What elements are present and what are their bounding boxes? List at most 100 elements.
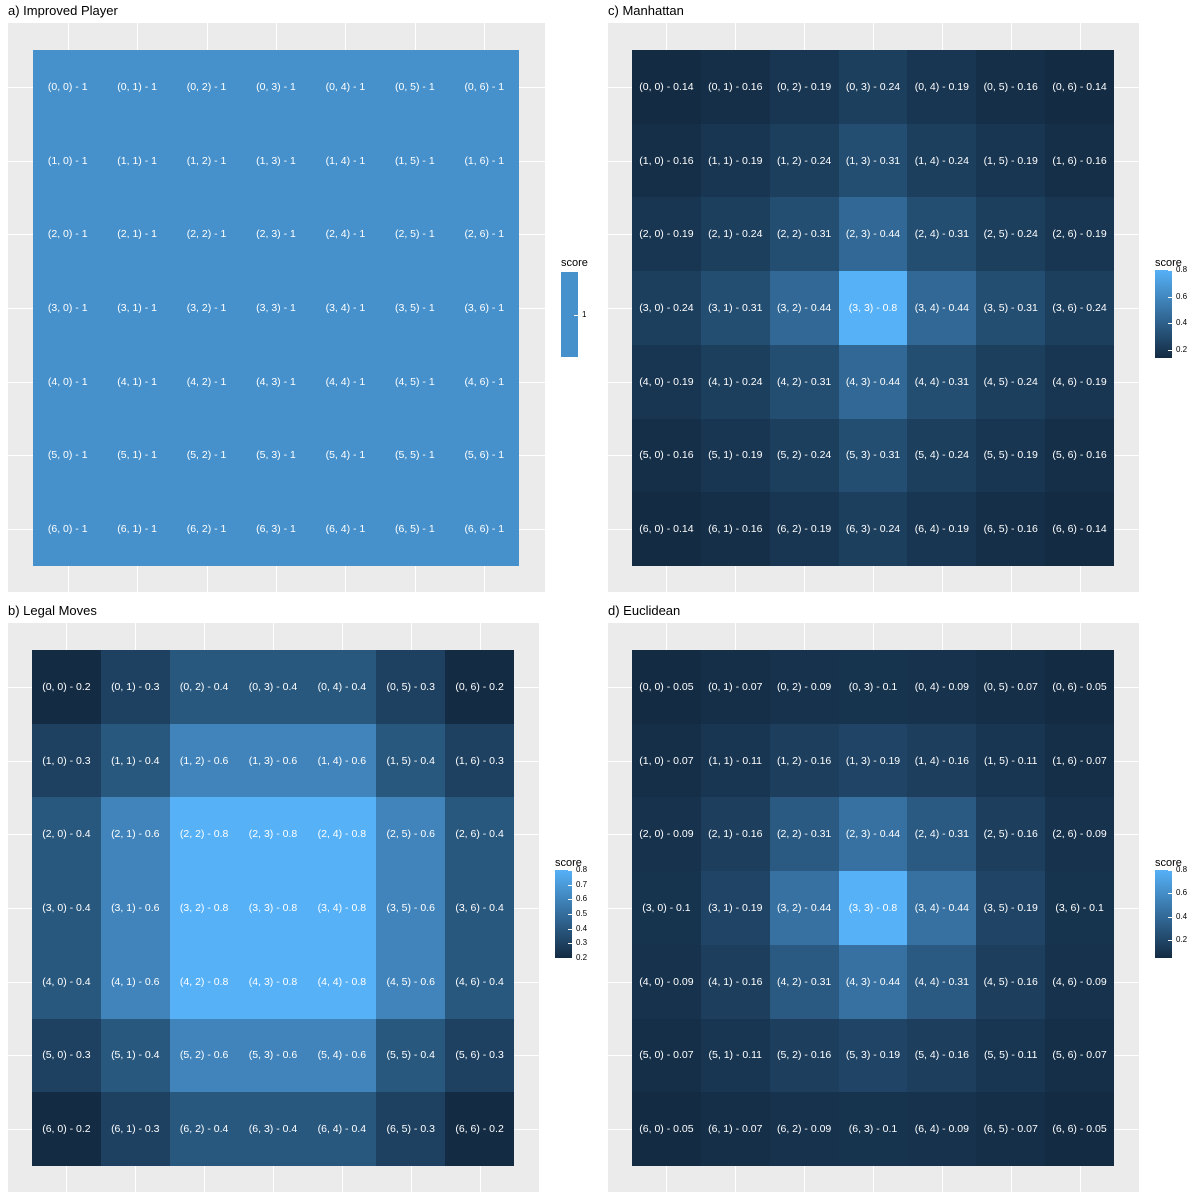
- heatmap-cell-3-3: [239, 871, 307, 945]
- heatmap-cell-2-4: [307, 797, 376, 871]
- cell-label-0-1: (0, 1) - 0.3: [111, 680, 160, 693]
- cell-label-0-5: (0, 5) - 0.16: [983, 80, 1038, 93]
- heatmap-cell-2-0: [632, 197, 701, 271]
- cell-label-2-3: (2, 3) - 1: [256, 228, 296, 241]
- cell-label-2-0: (2, 0) - 0.09: [639, 828, 694, 841]
- cell-label-6-2: (6, 2) - 0.09: [777, 1123, 832, 1136]
- heatmap-cell-2-6: [1045, 797, 1114, 871]
- cell-label-5-4: (5, 4) - 0.16: [914, 1049, 969, 1062]
- legend-tick: [1168, 940, 1172, 941]
- heatmap-cell-4-1: [701, 945, 770, 1019]
- cell-label-0-1: (0, 1) - 1: [117, 80, 157, 93]
- cell-label-3-4: (3, 4) - 1: [325, 302, 366, 314]
- heatmap-cell-5-6: [1045, 419, 1114, 492]
- cell-label-4-0: (4, 0) - 0.19: [639, 375, 694, 388]
- heatmap-cell-0-6: [450, 50, 519, 124]
- cell-label-1-0: (1, 0) - 0.16: [639, 154, 694, 167]
- heatmap-cell-2-4: [907, 197, 976, 271]
- legend-tick: [568, 899, 572, 900]
- heatmap-cell-0-1: [701, 650, 770, 724]
- heatmap-cell-6-3: [839, 1092, 907, 1166]
- cell-label-0-6: (0, 6) - 0.2: [455, 680, 504, 693]
- cell-label-0-2: (0, 2) - 0.09: [777, 680, 832, 693]
- cell-label-5-2: (5, 2) - 1: [186, 449, 227, 462]
- legend-tick: [568, 958, 572, 959]
- heatmap-cell-1-6: [450, 124, 519, 197]
- cell-label-4-6: (4, 6) - 0.19: [1052, 375, 1107, 388]
- legend-tick: [1168, 917, 1172, 918]
- heatmap-cell-5-4: [907, 419, 976, 492]
- cell-label-3-1: (3, 1) - 0.19: [708, 902, 763, 914]
- cell-label-0-5: (0, 5) - 1: [395, 80, 435, 93]
- heatmap-cell-6-4: [311, 492, 380, 566]
- cell-label-0-4: (0, 4) - 0.09: [914, 680, 969, 693]
- cell-label-1-5: (1, 5) - 1: [395, 154, 435, 167]
- cell-label-2-4: (2, 4) - 0.31: [914, 228, 969, 241]
- heatmap-cell-3-1: [701, 871, 770, 945]
- heatmap-cell-6-6: [1045, 1092, 1114, 1166]
- legend-tick-label: 0.2: [1176, 345, 1188, 354]
- heatmap-cell-4-5: [376, 945, 445, 1019]
- cell-label-3-5: (3, 5) - 0.19: [983, 902, 1038, 914]
- cell-label-3-0: (3, 0) - 1: [47, 302, 88, 314]
- cell-label-6-1: (6, 1) - 1: [117, 523, 157, 536]
- cell-label-5-1: (5, 1) - 1: [117, 449, 157, 462]
- cell-label-0-1: (0, 1) - 0.07: [708, 680, 763, 693]
- cell-label-6-4: (6, 4) - 0.09: [914, 1123, 969, 1136]
- cell-label-2-2: (2, 2) - 1: [186, 228, 227, 241]
- legend-title: score: [555, 857, 582, 869]
- heatmap-cell-4-0: [32, 945, 101, 1019]
- legend-title: score: [1155, 857, 1182, 869]
- heatmap-cell-6-2: [172, 492, 241, 566]
- legend-title: score: [561, 257, 588, 269]
- heatmap-cell-5-0: [632, 419, 701, 492]
- legend-tick-label: 0.2: [1176, 935, 1188, 944]
- cell-label-3-5: (3, 5) - 0.6: [386, 902, 435, 914]
- heatmap-cell-6-3: [241, 492, 311, 566]
- cell-label-4-0: (4, 0) - 1: [47, 375, 88, 388]
- cell-label-4-3: (4, 3) - 0.44: [845, 975, 901, 988]
- cell-label-4-6: (4, 6) - 0.4: [455, 975, 504, 988]
- cell-label-6-4: (6, 4) - 0.4: [317, 1123, 367, 1136]
- cell-label-1-3: (1, 3) - 0.19: [845, 754, 901, 767]
- heatmap-cell-2-5: [376, 797, 445, 871]
- cell-label-2-0: (2, 0) - 0.4: [42, 828, 91, 841]
- panel-title: d) Euclidean: [608, 603, 681, 618]
- heatmap-cell-0-0: [632, 50, 701, 124]
- heatmap-cell-5-1: [701, 1019, 770, 1092]
- cell-label-3-4: (3, 4) - 0.44: [914, 302, 969, 314]
- cell-label-6-3: (6, 3) - 0.4: [248, 1123, 298, 1136]
- cell-label-3-0: (3, 0) - 0.24: [639, 302, 694, 314]
- heatmap-cell-0-1: [101, 650, 170, 724]
- cell-label-3-5: (3, 5) - 1: [395, 302, 435, 314]
- cell-label-0-5: (0, 5) - 0.3: [386, 680, 435, 693]
- heatmap-cell-4-5: [976, 945, 1045, 1019]
- heatmap-cell-6-3: [239, 1092, 307, 1166]
- cell-label-5-4: (5, 4) - 0.6: [317, 1049, 367, 1062]
- cell-label-5-6: (5, 6) - 1: [464, 449, 505, 462]
- heatmap-cell-1-3: [839, 124, 907, 197]
- cell-label-1-1: (1, 1) - 0.4: [111, 754, 160, 767]
- cell-label-6-0: (6, 0) - 0.14: [639, 523, 694, 536]
- heatmap-cell-4-2: [170, 945, 239, 1019]
- heatmap-cell-2-2: [770, 197, 839, 271]
- heatmap-cell-4-6: [1045, 345, 1114, 419]
- cell-label-5-5: (5, 5) - 0.19: [983, 449, 1038, 462]
- legend-colorbar: [1155, 270, 1172, 358]
- heatmap-cell-2-3: [239, 797, 307, 871]
- heatmap-cell-2-3: [839, 197, 907, 271]
- heatmap-cell-0-6: [1045, 650, 1114, 724]
- legend-tick-label: 0.6: [1176, 292, 1188, 301]
- heatmap-cell-2-5: [976, 197, 1045, 271]
- cell-label-5-5: (5, 5) - 0.4: [386, 1049, 435, 1062]
- heatmap-cell-3-5: [376, 871, 445, 945]
- heatmap-cell-4-2: [770, 345, 839, 419]
- cell-label-2-4: (2, 4) - 0.31: [914, 828, 969, 841]
- cell-label-2-4: (2, 4) - 0.8: [317, 828, 367, 841]
- heatmap-cell-1-5: [380, 124, 450, 197]
- heatmap-cell-1-3: [839, 724, 907, 797]
- legend-tick-label: 1: [582, 310, 587, 319]
- heatmap-cell-4-1: [701, 345, 770, 419]
- cell-label-0-3: (0, 3) - 0.1: [848, 680, 898, 693]
- heatmap-cell-0-2: [770, 50, 839, 124]
